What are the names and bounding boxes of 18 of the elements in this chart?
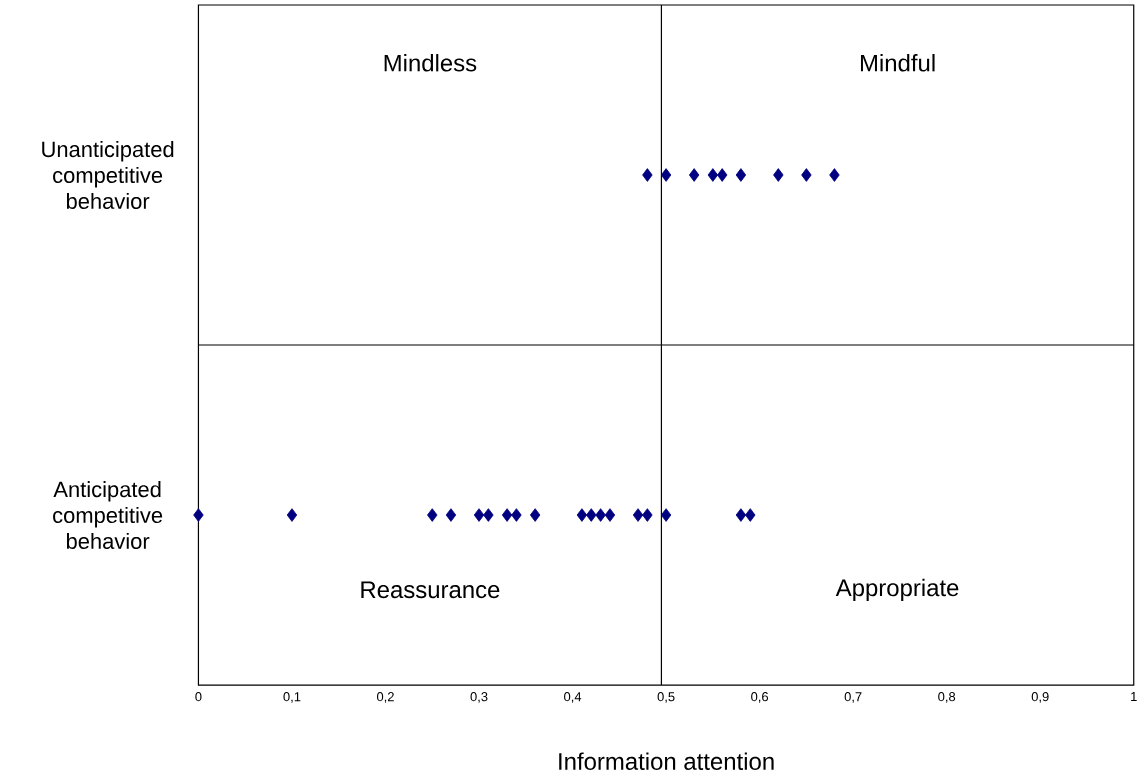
- annotation: Appropriate: [835, 578, 959, 602]
- x-tick-label: 0,9: [1031, 692, 1049, 703]
- annotation: Reassurance: [361, 581, 500, 599]
- y-tick-label: Anticipated competitive behavior: [53, 481, 163, 550]
- x-tick-label: 0,5: [657, 692, 675, 703]
- x-axis-title: Information attention: [559, 752, 774, 771]
- x-tick-label: 0,8: [938, 692, 956, 703]
- annotation: Mindful: [860, 54, 935, 72]
- x-tick-label: 0,2: [376, 692, 394, 703]
- x-tick-label: 0,6: [751, 692, 769, 703]
- x-tick-label: 0,7: [844, 692, 862, 703]
- annotation: Mindless: [384, 54, 477, 72]
- x-tick-label: 1: [1131, 692, 1137, 702]
- x-tick-label: 0,1: [283, 692, 301, 703]
- y-tick-label: Unanticipated competitive behavior: [42, 141, 174, 210]
- x-tick-label: 0,3: [470, 692, 488, 703]
- x-tick-label: 0: [195, 692, 202, 702]
- x-tick-label: 0,4: [564, 692, 582, 703]
